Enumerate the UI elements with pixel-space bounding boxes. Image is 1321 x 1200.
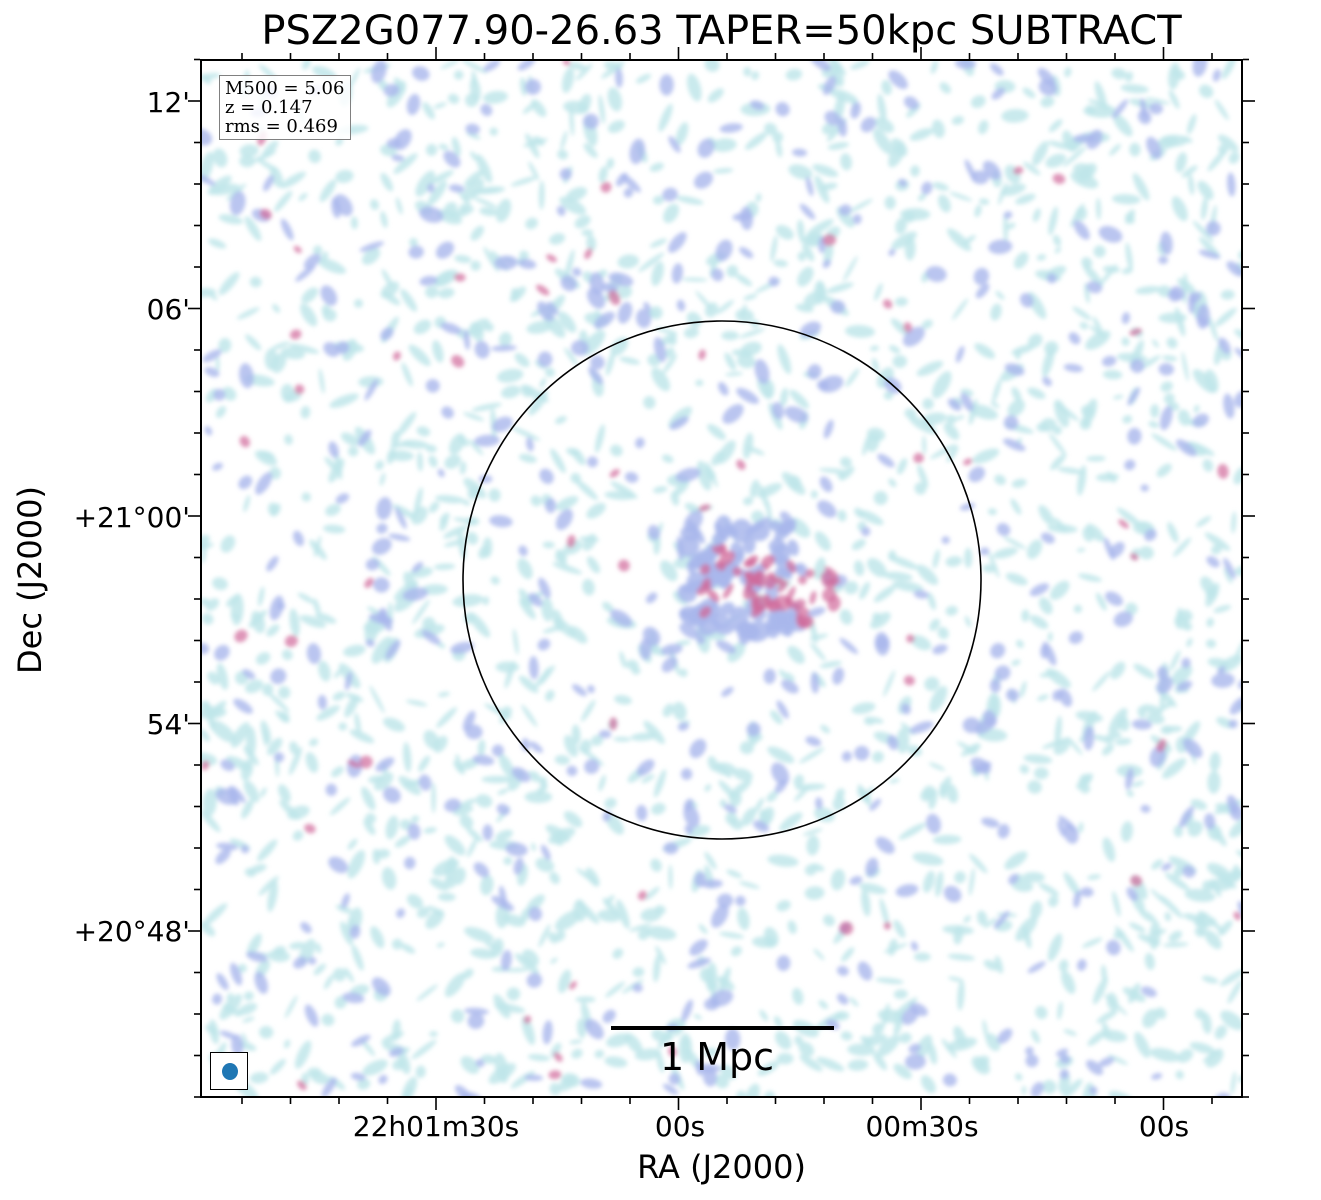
xtick-label: 00s bbox=[1138, 1110, 1190, 1143]
beam-icon bbox=[222, 1063, 238, 1080]
aperture-circle bbox=[462, 320, 982, 840]
ytick-label: 54' bbox=[146, 708, 190, 741]
ytick-label: +20°48' bbox=[73, 915, 190, 948]
x-axis-label: RA (J2000) bbox=[637, 1148, 806, 1186]
ytick-label: 12' bbox=[146, 86, 190, 119]
xtick-label: 22h01m30s bbox=[352, 1110, 520, 1143]
xtick-label: 00m30s bbox=[865, 1110, 979, 1143]
beam-box bbox=[210, 1052, 248, 1090]
xtick-label: 00s bbox=[654, 1110, 706, 1143]
radio-emission-map bbox=[202, 61, 1241, 1096]
scalebar-label: 1 Mpc bbox=[659, 1035, 775, 1079]
info-box: M500 = 5.06 z = 0.147 rms = 0.469 bbox=[219, 75, 352, 140]
scalebar-line bbox=[611, 1026, 834, 1030]
image-panel: M500 = 5.06 z = 0.147 rms = 0.469 1 Mpc bbox=[200, 59, 1243, 1098]
ytick-label: +21°00' bbox=[73, 501, 190, 534]
ytick-label: 06' bbox=[146, 293, 190, 326]
rms-label: rms = 0.469 bbox=[225, 116, 338, 137]
plot-title: PSZ2G077.90-26.63 TAPER=50kpc SUBTRACT bbox=[261, 8, 1182, 54]
redshift-label: z = 0.147 bbox=[225, 97, 313, 118]
y-axis-label: Dec (J2000) bbox=[11, 486, 49, 674]
mass-label: M500 = 5.06 bbox=[225, 78, 345, 99]
